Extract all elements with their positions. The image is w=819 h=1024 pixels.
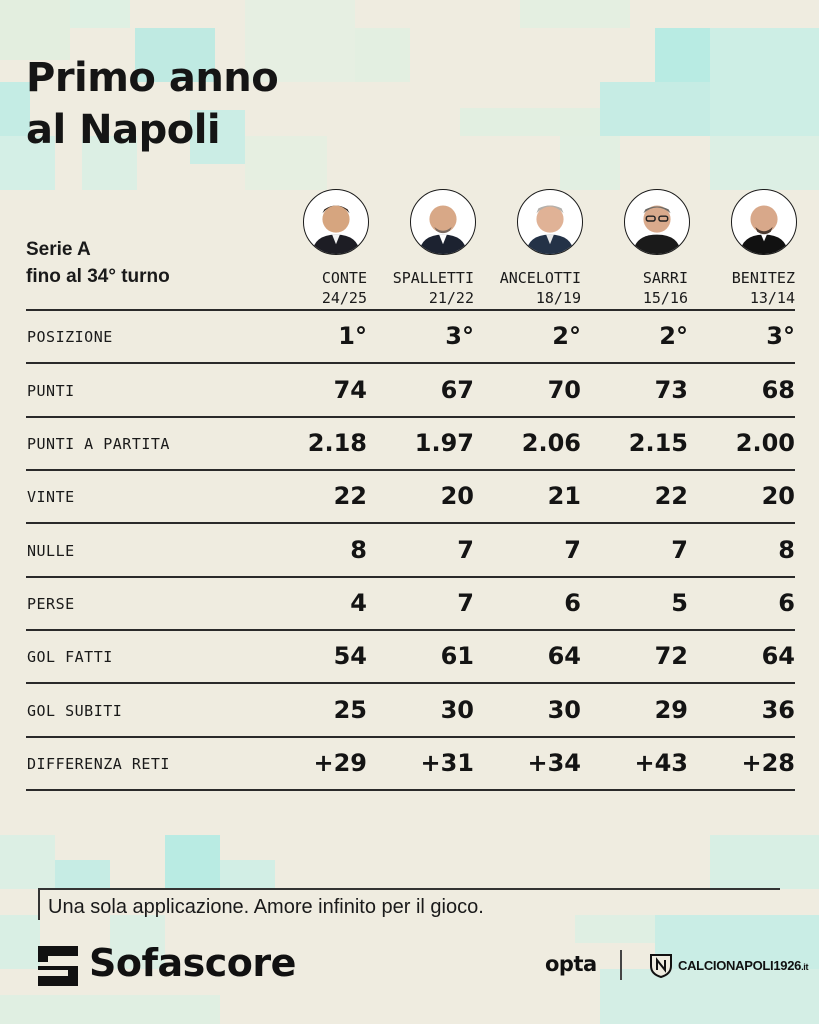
table-cell: 21 <box>547 482 581 510</box>
coach-season: 21/22 <box>428 289 474 307</box>
table-cell: 68 <box>761 376 795 404</box>
avatar-conte <box>303 189 369 255</box>
table-cell: +29 <box>313 749 367 777</box>
calcionapoli-logo: CALCIONAPOLI1926.it <box>678 958 808 973</box>
coach-name: CONTE <box>321 269 367 287</box>
table-cell: 29 <box>654 696 688 724</box>
sofascore-logo-icon <box>38 946 78 986</box>
table-cell: 1.97 <box>414 429 474 457</box>
table-cell: 6 <box>564 589 581 617</box>
row-label: PERSE <box>27 595 75 613</box>
table-cell: +43 <box>634 749 688 777</box>
table-cell: 7 <box>564 536 581 564</box>
table-cell: 20 <box>761 482 795 510</box>
table-cell: 6 <box>778 589 795 617</box>
avatar-ancelotti <box>517 189 583 255</box>
table-cell: 7 <box>671 536 688 564</box>
table-cell: +31 <box>420 749 474 777</box>
table-cell: 70 <box>547 376 581 404</box>
coach-season: 24/25 <box>321 289 367 307</box>
table-divider <box>26 416 795 418</box>
table-cell: 2.06 <box>521 429 581 457</box>
table-cell: 74 <box>333 376 367 404</box>
row-label: GOL FATTI <box>27 648 113 666</box>
table-cell: 7 <box>457 589 474 617</box>
title-line-1: Primo anno <box>26 55 279 101</box>
table-cell: +34 <box>527 749 581 777</box>
subtitle-line-1: Serie A <box>26 239 91 260</box>
table-cell: 4 <box>350 589 367 617</box>
coach-season: 18/19 <box>535 289 581 307</box>
table-cell: 3° <box>766 322 795 350</box>
page-title: Primo anno al Napoli <box>26 52 279 156</box>
coach-name: ANCELOTTI <box>499 269 581 287</box>
table-cell: 72 <box>654 642 688 670</box>
coach-name: BENITEZ <box>731 269 795 287</box>
table-cell: 30 <box>547 696 581 724</box>
table-cell: 2.15 <box>628 429 688 457</box>
row-label: VINTE <box>27 488 75 506</box>
brand-name: Sofascore <box>89 941 296 985</box>
table-cell: 73 <box>654 376 688 404</box>
subtitle-line-2: fino al 34° turno <box>26 266 170 287</box>
row-label: PUNTI A PARTITA <box>27 435 170 453</box>
table-cell: 5 <box>671 589 688 617</box>
table-cell: 25 <box>333 696 367 724</box>
table-cell: 22 <box>654 482 688 510</box>
calcionapoli-suffix: .it <box>801 962 809 972</box>
competition-subtitle: Serie A fino al 34° turno <box>26 236 170 290</box>
row-label: DIFFERENZA RETI <box>27 755 170 773</box>
table-cell: 64 <box>547 642 581 670</box>
table-cell: 3° <box>445 322 474 350</box>
tagline: Una sola applicazione. Amore infinito pe… <box>48 896 484 918</box>
table-divider <box>26 789 795 791</box>
table-divider <box>26 309 795 311</box>
table-cell: 64 <box>761 642 795 670</box>
avatar-spalletti <box>410 189 476 255</box>
table-divider <box>26 469 795 471</box>
coach-season: 15/16 <box>642 289 688 307</box>
table-divider <box>26 682 795 684</box>
table-divider <box>26 362 795 364</box>
tagline-rule <box>38 888 780 890</box>
table-cell: 67 <box>440 376 474 404</box>
table-cell: 20 <box>440 482 474 510</box>
table-cell: 2.00 <box>735 429 795 457</box>
partner-divider <box>620 950 622 980</box>
table-cell: 7 <box>457 536 474 564</box>
table-cell: 2° <box>659 322 688 350</box>
table-cell: 2.18 <box>307 429 367 457</box>
table-cell: +28 <box>741 749 795 777</box>
table-cell: 36 <box>761 696 795 724</box>
table-cell: 30 <box>440 696 474 724</box>
table-cell: 1° <box>338 322 367 350</box>
tagline-rule <box>38 888 40 920</box>
avatar-benitez <box>731 189 797 255</box>
row-label: NULLE <box>27 542 75 560</box>
row-label: POSIZIONE <box>27 328 113 346</box>
table-divider <box>26 522 795 524</box>
row-label: PUNTI <box>27 382 75 400</box>
title-line-2: al Napoli <box>26 107 221 153</box>
table-divider <box>26 576 795 578</box>
calcionapoli-shield-icon <box>648 952 674 979</box>
table-cell: 8 <box>350 536 367 564</box>
table-divider <box>26 629 795 631</box>
table-cell: 61 <box>440 642 474 670</box>
coach-name: SARRI <box>642 269 688 287</box>
table-divider <box>26 736 795 738</box>
avatar-sarri <box>624 189 690 255</box>
coach-name: SPALLETTI <box>392 269 474 287</box>
table-cell: 8 <box>778 536 795 564</box>
table-cell: 22 <box>333 482 367 510</box>
table-cell: 54 <box>333 642 367 670</box>
coach-season: 13/14 <box>749 289 795 307</box>
opta-logo: opta <box>545 952 597 976</box>
table-cell: 2° <box>552 322 581 350</box>
row-label: GOL SUBITI <box>27 702 123 720</box>
calcionapoli-name: CALCIONAPOLI1926 <box>678 958 802 973</box>
